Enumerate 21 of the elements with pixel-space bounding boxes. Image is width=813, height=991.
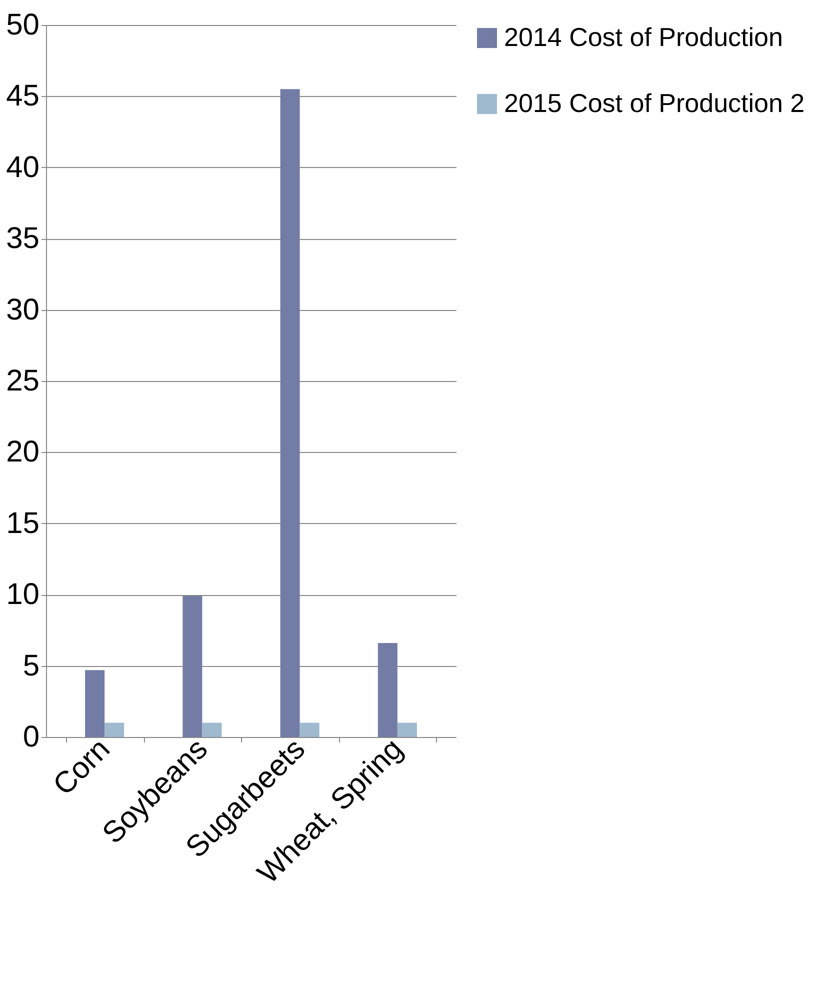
y-tick-label: 45 [6, 80, 40, 113]
legend-label: 2014 Cost of Production [504, 22, 783, 52]
bar [104, 722, 124, 737]
bar [300, 722, 320, 737]
bar [85, 670, 105, 737]
legend-label: 2015 Cost of Production 2 [504, 88, 805, 118]
y-tick-label: 40 [6, 150, 40, 184]
y-tick-label: 30 [6, 293, 40, 326]
y-tick-label: 50 [6, 8, 40, 42]
y-tick-label: 35 [6, 222, 40, 256]
y-tick-label: 5 [22, 649, 40, 682]
y-tick-label: 25 [6, 364, 40, 398]
y-tick-label: 20 [6, 436, 40, 469]
bar [397, 722, 417, 737]
y-tick-label: 15 [6, 506, 40, 540]
bar [202, 722, 222, 737]
bar [378, 643, 398, 737]
bar [182, 596, 202, 737]
y-tick-label: 10 [6, 578, 40, 612]
y-tick-label: 0 [22, 720, 40, 754]
bar [280, 89, 300, 737]
